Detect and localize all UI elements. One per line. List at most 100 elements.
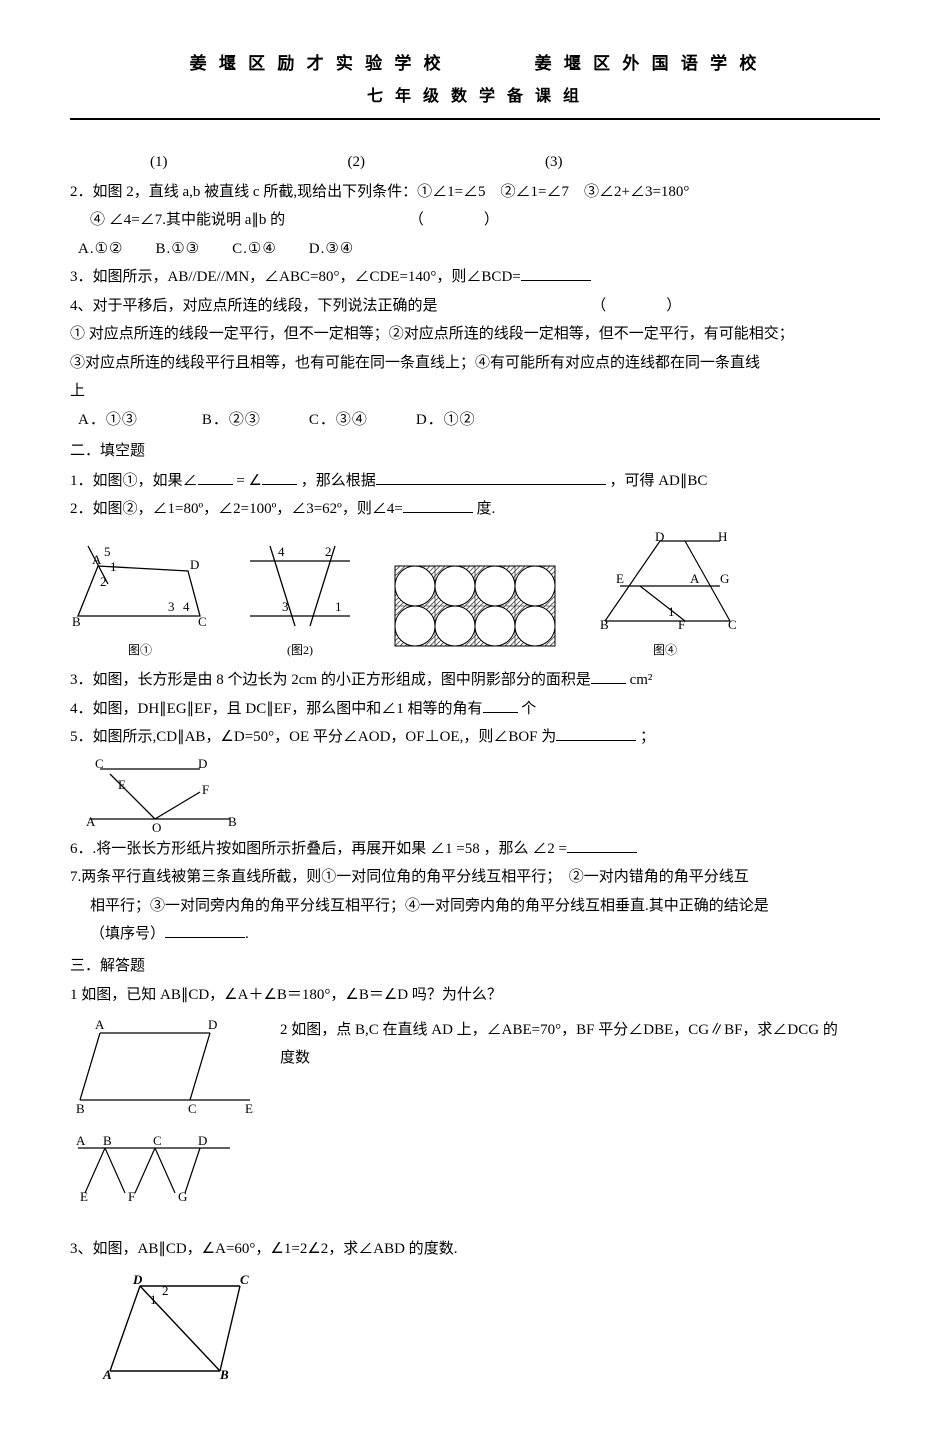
sq3: 3、如图，AB∥CD，∠A=60°，∠1=2∠2，求∠ABD 的度数. <box>70 1237 880 1263</box>
fig3-svg <box>390 561 560 651</box>
figure-4: D H E A G B F C 1 图④ <box>590 531 740 661</box>
fq7-l2: 相平行；③一对同旁内角的角平分线互相平行；④一对同旁内角的角平分线互相垂直.其中… <box>70 894 880 920</box>
fq7-l3t: （填序号） <box>90 926 165 942</box>
fq7-l4: . <box>245 926 249 942</box>
svg-text:B: B <box>228 814 237 829</box>
fq4-p1: 4．如图，DH∥EG∥EF，且 DC∥EF，那么图中和∠1 相等的角有 <box>70 701 483 717</box>
sq2-svg: A B C D E F G <box>70 1133 240 1203</box>
svg-text:2: 2 <box>162 1283 169 1298</box>
svg-text:3: 3 <box>168 599 175 614</box>
school-1: 姜 堰 区 励 才 实 验 学 校 <box>190 50 445 79</box>
fq1-p3: ，那么根据 <box>301 473 376 489</box>
svg-text:E: E <box>245 1101 253 1115</box>
q4-text: 4、对于平移后，对应点所连的线段，下列说法正确的是 <box>70 298 438 314</box>
school-2: 姜 堰 区 外 国 语 学 校 <box>535 50 761 79</box>
svg-text:F: F <box>128 1189 135 1203</box>
svg-text:A: A <box>102 1367 112 1381</box>
svg-text:4: 4 <box>183 599 190 614</box>
svg-text:E: E <box>616 571 624 586</box>
svg-text:D: D <box>208 1017 217 1032</box>
svg-text:B: B <box>600 617 609 631</box>
svg-text:D: D <box>198 1133 207 1148</box>
ref-1: (1) <box>150 150 168 176</box>
q2-line1: 2．如图 2，直线 a,b 被直线 c 所截,现给出下列条件：①∠1=∠5 ②∠… <box>70 180 880 206</box>
ref-2: (2) <box>348 150 366 176</box>
figure-1: A D B C 5 1 2 3 4 图① <box>70 536 210 661</box>
fq3-p1: 3．如图，长方形是由 8 个边长为 2cm 的小正方形组成，图中阴影部分的面积是 <box>70 672 591 688</box>
sq2-l1: 2 如图，点 B,C 在直线 AD 上，∠ABE=70°，BF 平分∠DBE，C… <box>280 1018 880 1044</box>
fq7-l1: 7.两条平行直线被第三条直线所截，则①一对同位角的角平分线互相平行； ②一对内错… <box>70 865 880 891</box>
q4-opts: A．①③ B．②③ C．③④ D．①② <box>70 408 880 434</box>
svg-text:G: G <box>720 571 729 586</box>
sq2-figure: A B C D E F G <box>70 1133 880 1213</box>
fq1-p4: ，可得 AD∥BC <box>609 473 707 489</box>
svg-text:A: A <box>76 1133 86 1148</box>
svg-text:A: A <box>86 814 96 829</box>
svg-text:B: B <box>219 1367 229 1381</box>
fig1-svg: A D B C 5 1 2 3 4 <box>70 536 210 631</box>
header-rule <box>70 118 880 120</box>
fq6: 6．.将一张长方形纸片按如图所示折叠后，再展开如果 ∠1 =58 ，那么 ∠2 … <box>70 837 880 863</box>
q2-line2: ④ ∠4=∠7.其中能说明 a∥b 的 （） <box>70 208 880 234</box>
svg-text:1: 1 <box>110 559 117 574</box>
subheader: 七 年 级 数 学 备 课 组 <box>70 83 880 110</box>
fq5-figure: C D E F A O B <box>70 754 880 834</box>
svg-text:B: B <box>103 1133 112 1148</box>
svg-text:1: 1 <box>150 1292 157 1307</box>
svg-text:A: A <box>95 1017 105 1032</box>
fq5-svg: C D E F A O B <box>70 754 250 834</box>
q4-b3: 上 <box>70 379 880 405</box>
sq1-sq2-row: A D B C E 2 如图，点 B,C 在直线 AD 上，∠ABE=70°，B… <box>70 1015 880 1115</box>
svg-text:C: C <box>188 1101 197 1115</box>
svg-text:2: 2 <box>325 544 332 559</box>
fq1-p1: 1．如图①，如果∠ <box>70 473 198 489</box>
q4-b2: ③对应点所连的线段平行且相等，也有可能在同一条直线上；④有可能所有对应点的连线都… <box>70 351 880 377</box>
svg-text:C: C <box>95 756 104 771</box>
fq3-unit: cm² <box>630 672 653 688</box>
section-fill: 二．填空题 <box>70 439 880 465</box>
sq2-l2: 度数 <box>280 1046 880 1072</box>
q4-b1: ① 对应点所连的线段一定平行，但不一定相等；②对应点所连的线段一定相等，但不一定… <box>70 322 880 348</box>
sq3-svg: D C A B 1 2 <box>100 1271 270 1381</box>
svg-text:C: C <box>240 1272 249 1287</box>
fig2-svg: 4 2 3 1 <box>240 536 360 631</box>
q2-text2: ④ ∠4=∠7.其中能说明 a∥b 的 <box>90 212 285 228</box>
svg-text:5: 5 <box>104 544 111 559</box>
figure-3 <box>390 561 560 661</box>
q3-text: 3．如图所示，AB//DE//MN，∠ABC=80°，∠CDE=140°，则∠B… <box>70 269 521 285</box>
fig1-label: 图① <box>70 640 210 660</box>
svg-text:E: E <box>118 777 126 792</box>
fq2: 2．如图②，∠1=80º，∠2=100º，∠3=62º，则∠4= 度. <box>70 497 880 523</box>
fq4: 4．如图，DH∥EG∥EF，且 DC∥EF，那么图中和∠1 相等的角有 个 <box>70 697 880 723</box>
fig4-label: 图④ <box>590 640 740 660</box>
svg-text:D: D <box>655 531 664 544</box>
ref-3: (3) <box>545 150 563 176</box>
fq6-p1: 6．.将一张长方形纸片按如图所示折叠后，再展开如果 ∠1 =58 ，那么 ∠2 … <box>70 841 567 857</box>
svg-text:C: C <box>198 614 207 629</box>
svg-text:D: D <box>190 557 199 572</box>
fq5: 5．如图所示,CD∥AB，∠D=50°，OE 平分∠AOD，OF⊥OE,，则∠B… <box>70 725 880 751</box>
page-header: 姜 堰 区 励 才 实 验 学 校 姜 堰 区 外 国 语 学 校 <box>70 50 880 79</box>
svg-text:F: F <box>678 617 685 631</box>
svg-text:G: G <box>178 1189 187 1203</box>
svg-text:A: A <box>92 552 102 567</box>
svg-text:D: D <box>132 1272 143 1287</box>
figure-2: 4 2 3 1 (图2) <box>240 536 360 661</box>
svg-text:2: 2 <box>100 574 107 589</box>
sq1-svg: A D B C E <box>70 1015 260 1115</box>
svg-text:1: 1 <box>335 599 342 614</box>
fq1: 1．如图①，如果∠ = ∠ ，那么根据 ，可得 AD∥BC <box>70 469 880 495</box>
fq2-p1: 2．如图②，∠1=80º，∠2=100º，∠3=62º，则∠4= <box>70 501 403 517</box>
svg-text:H: H <box>718 531 727 544</box>
fq5-p2: ； <box>640 729 655 745</box>
svg-text:F: F <box>202 782 209 797</box>
figure-refs: (1) (2) (3) <box>70 150 880 176</box>
sq3-figure: D C A B 1 2 <box>70 1271 880 1391</box>
fig2-label: (图2) <box>240 640 360 660</box>
svg-text:4: 4 <box>278 544 285 559</box>
fq5-p1: 5．如图所示,CD∥AB，∠D=50°，OE 平分∠AOD，OF⊥OE,，则∠B… <box>70 729 556 745</box>
fq4-p2: 个 <box>521 701 536 717</box>
svg-text:C: C <box>153 1133 162 1148</box>
svg-text:D: D <box>198 756 207 771</box>
svg-text:E: E <box>80 1189 88 1203</box>
